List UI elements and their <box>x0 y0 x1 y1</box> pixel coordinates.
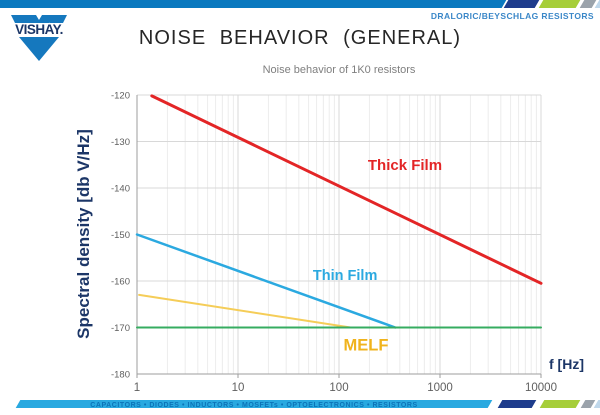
topbar-blue-segment <box>0 0 507 8</box>
x-tick-label: 100 <box>329 382 348 394</box>
division-label: DRALORIC/BEYSCHLAG RESISTORS <box>430 11 594 21</box>
series-label-thin-film: Thin Film <box>313 268 377 284</box>
vishay-triangle-icon: VISHAY. <box>11 15 67 61</box>
noise-chart: 1 10 100 1000 10000 -120 -130 -140 -150 -160 -170 -… <box>0 55 600 395</box>
chart-title: Noise behavior of 1K0 resistors <box>262 64 416 76</box>
topbar-navy-segment <box>503 0 540 8</box>
x-tick-label: 10 <box>232 382 245 394</box>
x-tick-label: 1 <box>134 382 140 394</box>
series-line-melf <box>138 293 352 329</box>
y-tick-label: -120 <box>111 91 130 102</box>
page-title: NOISE BEHAVIOR (GENERAL) <box>138 27 462 49</box>
x-axis-label: f [Hz] <box>549 356 584 372</box>
series-line-thick-film <box>150 94 543 285</box>
chart-canvas: 1 10 100 1000 10000 -120 -130 -140 -150 -160 -170 -… <box>111 91 557 395</box>
vishay-logo: VISHAY. <box>8 11 70 65</box>
y-tick-label: -170 <box>111 323 130 334</box>
y-tick-label: -130 <box>111 137 130 148</box>
series-label-melf: MELF <box>344 337 389 355</box>
series-line-thin-film <box>135 233 397 329</box>
series-label-thick-film: Thick Film <box>368 157 442 174</box>
y-tick-label: -160 <box>111 277 130 288</box>
x-tick-label: 10000 <box>525 382 557 394</box>
footer-lime-segment <box>539 400 581 408</box>
footer-products: CAPACITORS • DIODES • INDUCTORS • MOSFET… <box>90 402 418 409</box>
x-tick-label: 1000 <box>427 382 453 394</box>
y-tick-label: -150 <box>111 230 130 241</box>
y-tick-label: -180 <box>111 370 130 381</box>
footer-pale-segment <box>593 400 600 408</box>
footer-navy-segment <box>497 400 537 408</box>
vishay-wordmark: VISHAY. <box>15 22 63 37</box>
y-tick-label: -140 <box>111 184 130 195</box>
topbar-lime-segment <box>538 0 581 8</box>
top-bar <box>0 0 600 8</box>
